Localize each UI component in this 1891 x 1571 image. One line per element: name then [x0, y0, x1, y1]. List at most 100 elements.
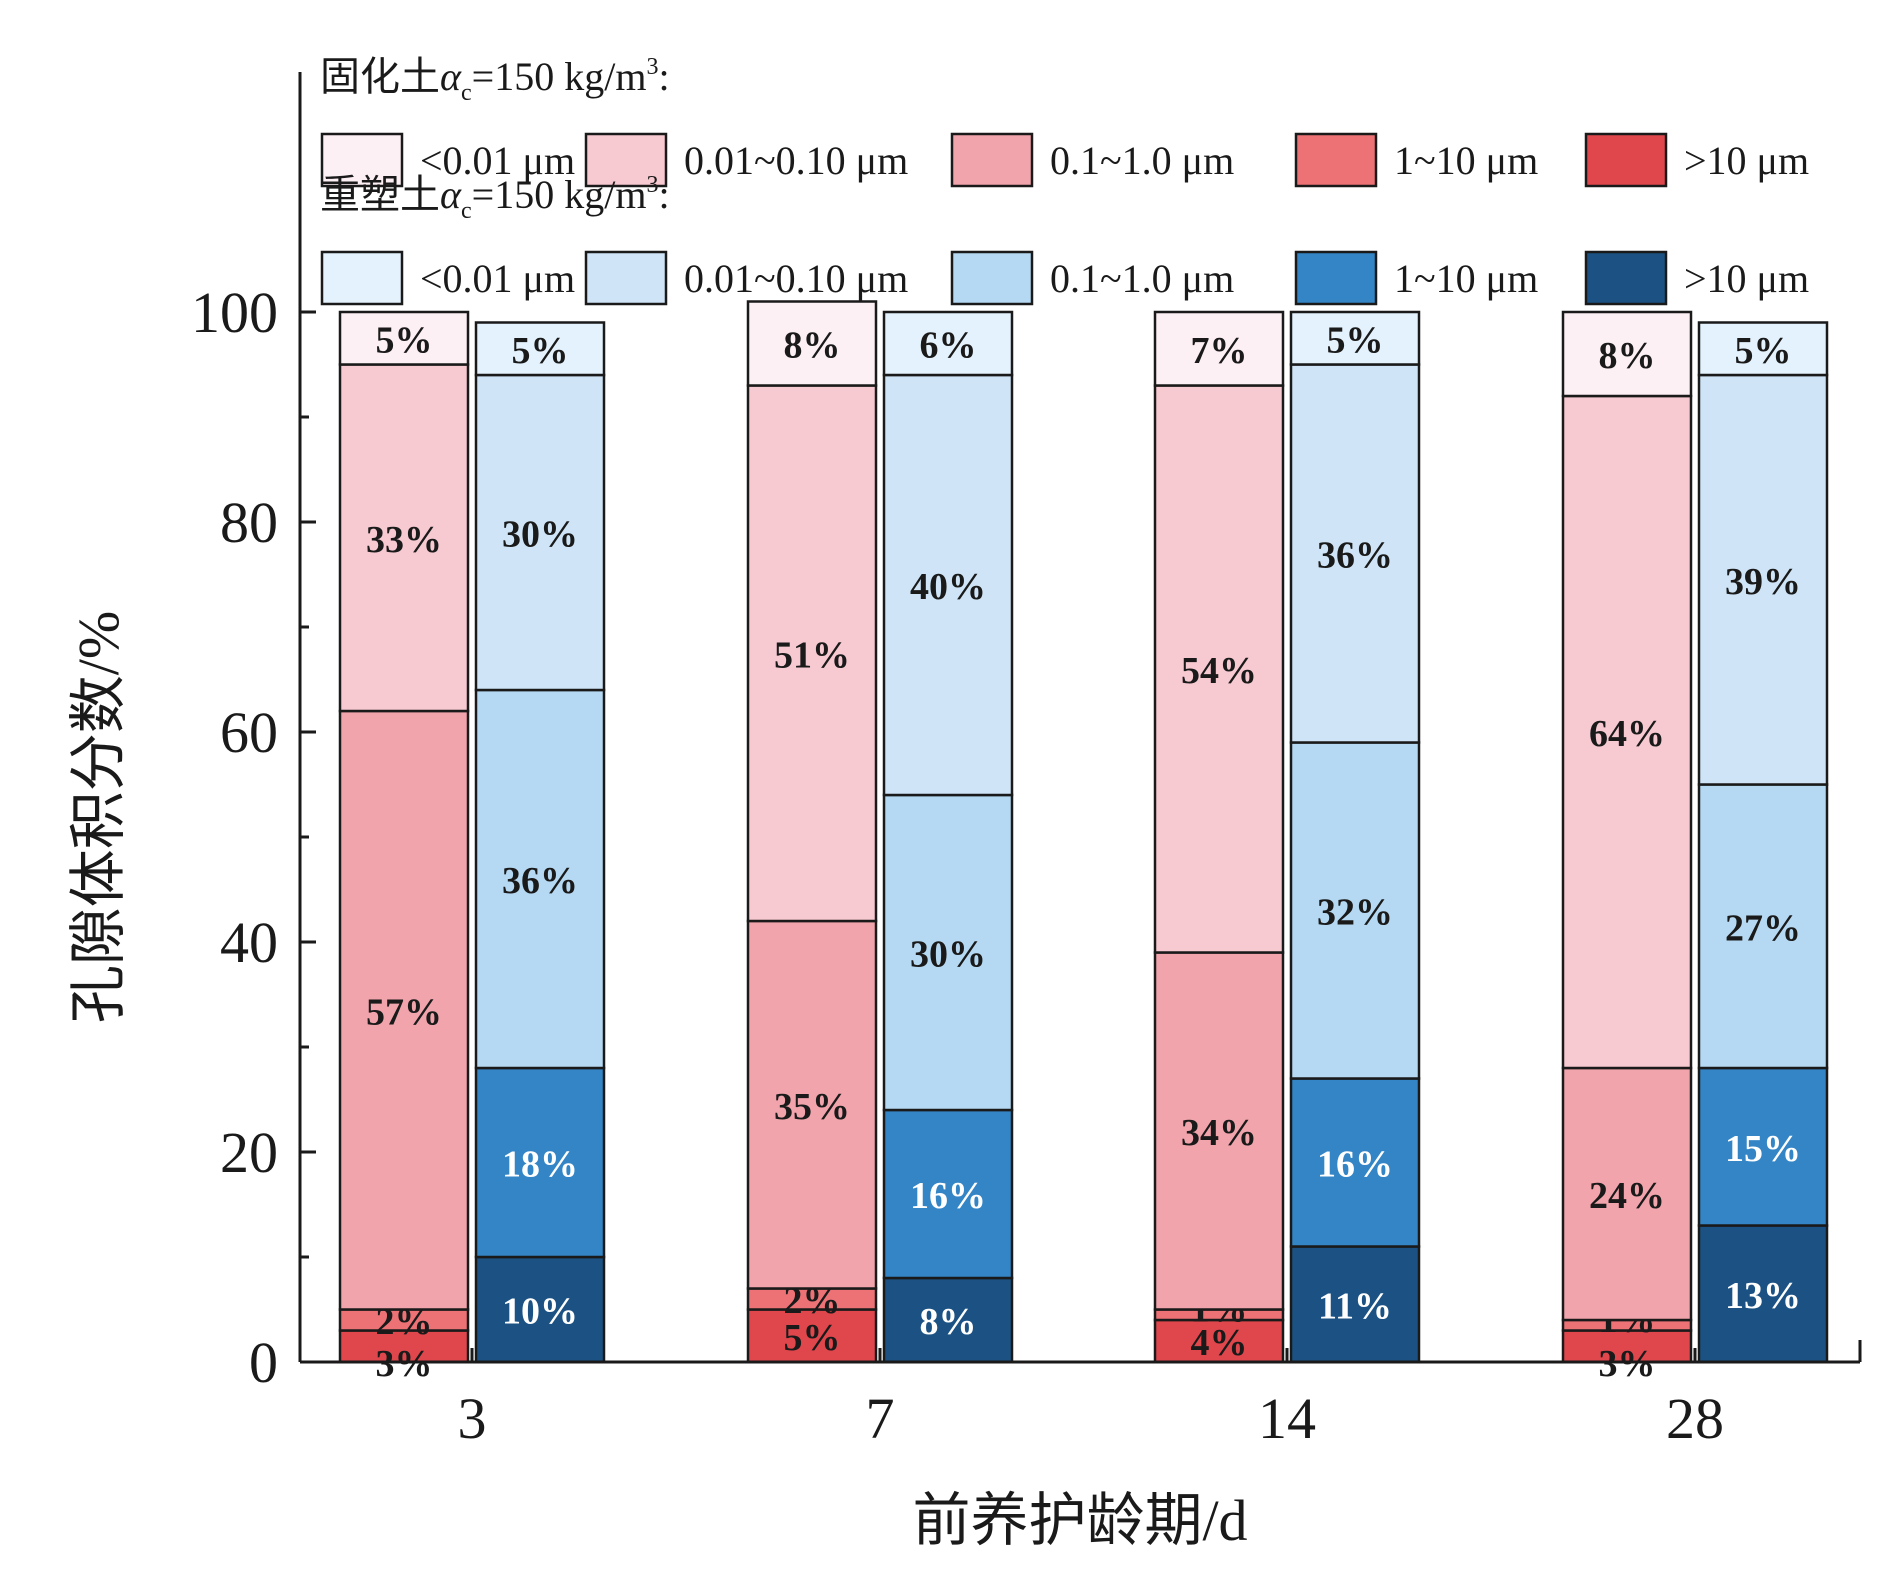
data-label: 24%: [1589, 1175, 1665, 1217]
y-tick-label: 20: [220, 1120, 278, 1185]
bar-segment: [1289, 310, 1421, 366]
bar-segment: [882, 310, 1014, 377]
legend-swatch: [1584, 132, 1668, 188]
x-ticks: 3 7 14 28: [458, 1348, 1724, 1451]
data-label: 5%: [1327, 319, 1384, 361]
data-label: 51%: [774, 634, 850, 676]
data-label: 3%: [376, 1343, 433, 1385]
data-label: 18%: [502, 1144, 578, 1186]
x-tick-label: 14: [1258, 1386, 1316, 1451]
data-label: 16%: [1317, 1144, 1393, 1186]
data-label: 27%: [1725, 907, 1801, 949]
bar-segment: [338, 1329, 470, 1364]
bar-segment: [1697, 321, 1829, 377]
data-label: 64%: [1589, 713, 1665, 755]
y-tick-label: 0: [249, 1330, 278, 1395]
x-tick-label: 7: [866, 1386, 895, 1451]
bar-segment: [1561, 310, 1693, 398]
data-label: 40%: [910, 566, 986, 608]
data-label: 11%: [1318, 1285, 1392, 1327]
bar-segment: [746, 1308, 878, 1364]
data-label: 33%: [366, 519, 442, 561]
bar-segment: [1561, 1066, 1693, 1322]
bar-segment: [746, 384, 878, 923]
data-label: 54%: [1181, 650, 1257, 692]
bar-segment: [338, 709, 470, 1311]
y-axis-title: 孔隙体积分数/%: [66, 611, 131, 1023]
data-label: 5%: [512, 330, 569, 372]
bar-segment: [1289, 741, 1421, 1080]
x-tick-label: 3: [458, 1386, 487, 1451]
y-tick-label: 100: [191, 280, 278, 345]
bar-segment: [474, 688, 606, 1070]
legend-label: >10 μm: [1684, 138, 1809, 183]
data-label: 30%: [910, 934, 986, 976]
bar-segment: [1697, 373, 1829, 786]
legend-swatch: [1294, 250, 1378, 306]
bar-segment: [1697, 783, 1829, 1070]
bar-segment: [1153, 310, 1285, 387]
data-label: 15%: [1725, 1128, 1801, 1170]
bar-segment: [1289, 1077, 1421, 1248]
data-label: 3%: [1599, 1343, 1656, 1385]
bar-segment: [474, 373, 606, 692]
y-tick-label: 40: [220, 910, 278, 975]
data-label: 36%: [502, 860, 578, 902]
legend-label: 0.1~1.0 μm: [1050, 138, 1234, 183]
data-label: 10%: [502, 1291, 578, 1333]
data-label: 36%: [1317, 535, 1393, 577]
legend-group-title: 重塑土αc=150 kg/m3:: [320, 172, 670, 224]
bar-segment: [882, 1108, 1014, 1280]
legend-swatch: [320, 250, 404, 306]
bars: 3%2%57%33%5%10%18%36%30%5%5%2%35%51%8%8%…: [338, 300, 1829, 1385]
y-tick-label: 80: [220, 490, 278, 555]
data-label: 5%: [376, 319, 433, 361]
data-label: 30%: [502, 514, 578, 556]
legend-swatch: [1294, 132, 1378, 188]
data-label: 5%: [1735, 330, 1792, 372]
bar-segment: [474, 321, 606, 377]
legend-label: 1~10 μm: [1394, 138, 1538, 183]
data-label: 4%: [1191, 1322, 1248, 1364]
data-label: 8%: [784, 325, 841, 367]
data-label: 5%: [784, 1317, 841, 1359]
data-label: 8%: [920, 1301, 977, 1343]
bar-segment: [1561, 394, 1693, 1070]
bar-segment: [1153, 951, 1285, 1311]
bar-segment: [338, 310, 470, 366]
legend-group-title: 固化土αc=150 kg/m3:: [320, 54, 670, 106]
data-label: 6%: [920, 325, 977, 367]
bar-segment: [746, 919, 878, 1290]
data-label: 7%: [1191, 330, 1248, 372]
data-label: 34%: [1181, 1112, 1257, 1154]
y-tick-label: 60: [220, 700, 278, 765]
legend-label: <0.01 μm: [420, 138, 575, 183]
legend: 固化土αc=150 kg/m3: <0.01 μm 0.01~0.10 μm 0.1~…: [320, 54, 1809, 306]
legend-swatch: [950, 132, 1034, 188]
axes: [298, 72, 1862, 1364]
legend-swatch: [950, 250, 1034, 306]
legend-swatch: [584, 250, 668, 306]
legend-label: 0.01~0.10 μm: [684, 138, 908, 183]
legend-swatch: [584, 132, 668, 188]
data-label: 57%: [366, 991, 442, 1033]
legend-label: >10 μm: [1684, 256, 1809, 301]
x-axis-title: 前养护龄期/d: [912, 1488, 1247, 1553]
legend-label: 0.1~1.0 μm: [1050, 256, 1234, 301]
y-ticks: 0 20 40 60 80 100: [191, 280, 316, 1395]
data-label: 8%: [1599, 335, 1656, 377]
x-tick-label: 28: [1666, 1386, 1724, 1451]
legend-label: <0.01 μm: [420, 256, 575, 301]
bar-segment: [882, 373, 1014, 797]
data-label: 13%: [1725, 1275, 1801, 1317]
data-label: 16%: [910, 1175, 986, 1217]
bar-segment: [882, 793, 1014, 1112]
bar-segment: [338, 363, 470, 713]
bar-segment: [746, 300, 878, 387]
legend-swatch: [1584, 250, 1668, 306]
legend-swatch: [320, 132, 404, 188]
legend-label: 0.01~0.10 μm: [684, 256, 908, 301]
data-label: 32%: [1317, 892, 1393, 934]
bar-segment: [1153, 1318, 1285, 1364]
